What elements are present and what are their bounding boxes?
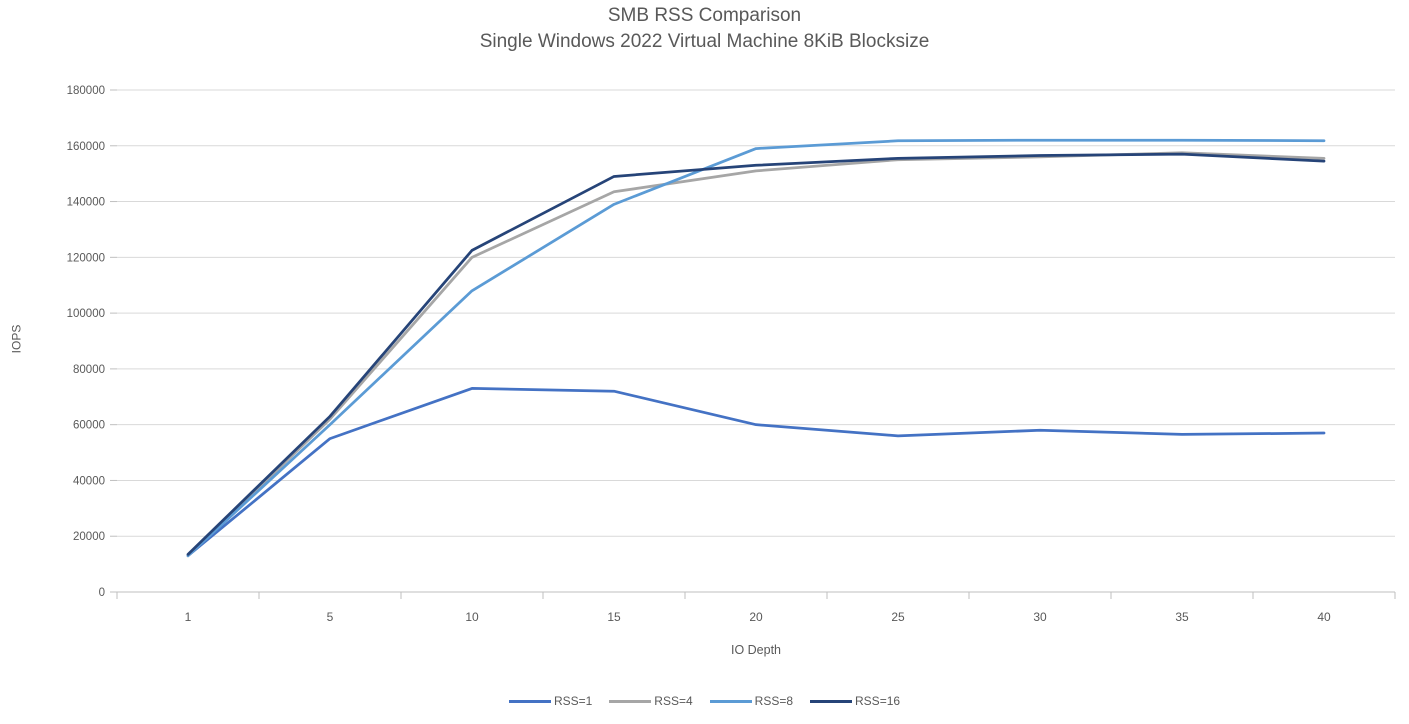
x-axis-tick-label: 10 <box>465 610 479 624</box>
legend-swatch-rss4 <box>609 699 652 703</box>
legend-swatch-rss1 <box>508 699 551 703</box>
chart-title: SMB RSS Comparison <box>607 5 802 26</box>
x-axis-tick-label: 20 <box>749 610 763 624</box>
legend-label-rss1: RSS=1 <box>553 694 593 708</box>
series-line-RSS=1 <box>186 387 1326 558</box>
x-axis-tick-label: 5 <box>327 610 334 624</box>
legend-label-rss16: RSS=16 <box>855 694 901 708</box>
y-axis-tick-label: 120000 <box>67 252 105 264</box>
legend-item-rss1: RSS=1 <box>508 694 593 708</box>
y-axis-tick-label: 100000 <box>67 308 105 320</box>
x-axis-tick-label: 1 <box>185 610 192 624</box>
y-axis-tick-label: 80000 <box>73 364 105 376</box>
legend-item-rss4: RSS=4 <box>609 694 693 708</box>
x-axis-tick-label: 25 <box>891 610 905 624</box>
series-line-RSS=4 <box>186 151 1326 558</box>
y-axis-title: IOPS <box>9 324 24 354</box>
x-axis-title: IO Depth <box>730 643 782 657</box>
y-axis-tick-label: 0 <box>99 587 105 599</box>
legend-swatch-rss16 <box>810 699 853 703</box>
legend-label-rss8: RSS=8 <box>754 694 794 708</box>
y-axis-tick-label: 20000 <box>73 531 105 543</box>
y-axis-tick-label: 40000 <box>73 475 105 487</box>
series-line-RSS=8 <box>186 138 1326 558</box>
y-axis-tick-label: 160000 <box>67 141 105 153</box>
series-line-RSS=16 <box>186 152 1326 556</box>
legend-swatch-rss8 <box>709 699 752 703</box>
legend-item-rss16: RSS=16 <box>810 694 900 708</box>
legend: RSS=1 RSS=4 RSS=8 RSS=16 <box>0 694 1409 708</box>
y-axis-tick-label: 140000 <box>67 197 105 209</box>
x-axis-tick-label: 30 <box>1033 610 1047 624</box>
y-axis-tick-label: 60000 <box>73 420 105 432</box>
y-axis-tick-label: 180000 <box>67 85 105 97</box>
legend-label-rss4: RSS=4 <box>654 694 693 708</box>
x-axis-tick-label: 35 <box>1175 610 1189 624</box>
legend-item-rss8: RSS=8 <box>709 694 794 708</box>
x-axis-tick-label: 15 <box>607 610 621 624</box>
x-axis-tick-label: 40 <box>1317 610 1331 624</box>
chart-subtitle: Single Windows 2022 Virtual Machine 8KiB… <box>479 31 930 52</box>
